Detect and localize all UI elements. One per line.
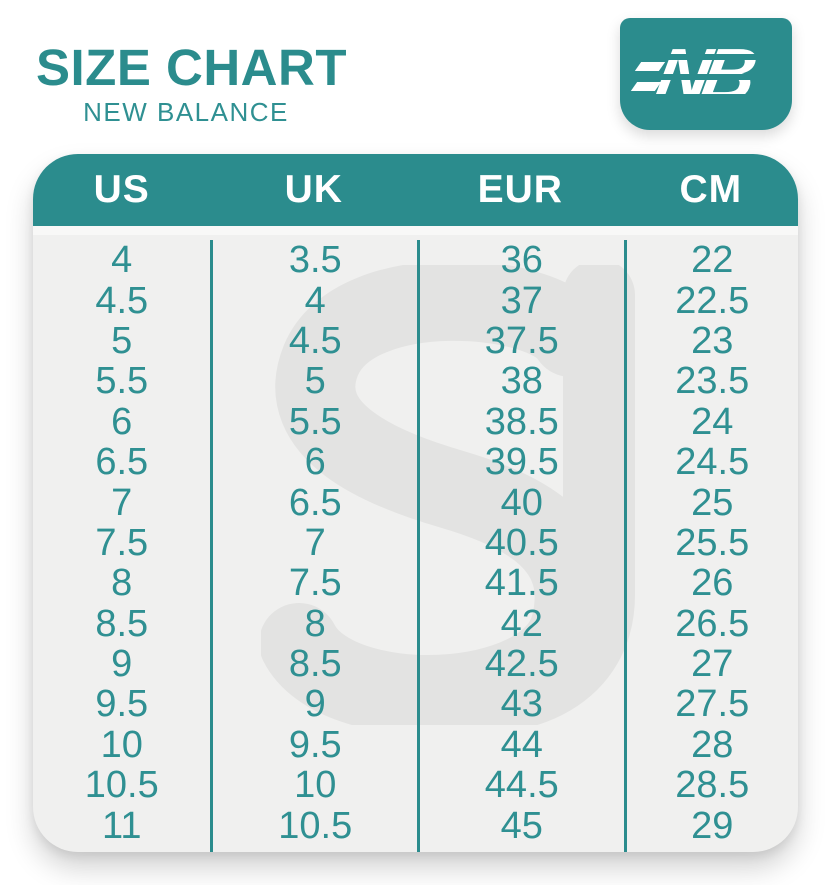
- size-cell: 25.5: [675, 521, 750, 564]
- size-cell: 42: [500, 602, 543, 645]
- size-cell: 5.5: [95, 360, 149, 403]
- size-cell: 37: [500, 279, 543, 322]
- size-cell: 9: [111, 643, 133, 686]
- size-cell: 27: [691, 643, 734, 686]
- logo-speed-stripe: [620, 74, 792, 80]
- size-cell: 45: [500, 804, 543, 847]
- new-balance-logo: NB: [620, 18, 792, 130]
- size-cell: 5.5: [288, 400, 342, 443]
- size-cell: 8: [304, 602, 326, 645]
- size-cell: 38: [500, 360, 543, 403]
- size-cell: 10.5: [84, 764, 159, 807]
- size-table-header: US UK EUR CM: [33, 154, 798, 226]
- size-cell: 6: [111, 400, 133, 443]
- size-table-body: 4 4.5 5 5.5 6 6.5 7 7.5 8 8.5 9 9.5 10 10.5 11 3.5 4 4.5 5…: [33, 235, 798, 852]
- size-cell: 4: [304, 279, 326, 322]
- size-table-card: US UK EUR CM 4 4.5 5 5.5 6 6.5 7 7.5 8 8.5 9 9.5 10 1…: [33, 154, 798, 852]
- size-cell: 26.5: [675, 602, 750, 645]
- size-cell: 24: [691, 400, 734, 443]
- size-cell: 9.5: [95, 683, 149, 726]
- size-column-us: 4 4.5 5 5.5 6 6.5 7 7.5 8 8.5 9 9.5 10 10.5 11: [33, 240, 210, 852]
- size-cell: 25: [691, 481, 734, 524]
- size-cell: 40.5: [484, 521, 559, 564]
- column-header-cm: CM: [679, 168, 743, 211]
- size-cell: 10: [100, 723, 143, 766]
- size-cell: 29: [691, 804, 734, 847]
- size-cell: 44.5: [484, 764, 559, 807]
- size-cell: 23: [691, 319, 734, 362]
- header-divider: [33, 226, 798, 235]
- size-cell: 27.5: [675, 683, 750, 726]
- size-cell: 8.5: [288, 643, 342, 686]
- size-cell: 10.5: [278, 804, 353, 847]
- size-cell: 6.5: [288, 481, 342, 524]
- size-column-uk: 3.5 4 4.5 5 5.5 6 6.5 7 7.5 8 8.5 9 9.5 10 10.5: [210, 240, 417, 852]
- size-cell: 4.5: [95, 279, 149, 322]
- size-column-cm: 22 22.5 23 23.5 24 24.5 25 25.5 26 26.5 27 27.5 28 28…: [623, 239, 798, 852]
- size-cell: 39.5: [484, 441, 559, 484]
- size-cell: 28: [691, 723, 734, 766]
- size-cell: 8.5: [95, 602, 149, 645]
- size-cell: 36: [500, 239, 543, 282]
- size-cell: 5: [111, 319, 133, 362]
- size-cell: 26: [691, 562, 734, 605]
- size-cell: 10: [294, 764, 337, 807]
- size-cell: 9: [304, 683, 326, 726]
- size-cell: 8: [111, 562, 133, 605]
- size-cell: 5: [304, 360, 326, 403]
- size-cell: 7.5: [288, 562, 342, 605]
- size-table-columns: 4 4.5 5 5.5 6 6.5 7 7.5 8 8.5 9 9.5 10 10.5 11 3.5 4 4.5 5…: [33, 240, 798, 852]
- size-cell: 6: [304, 441, 326, 484]
- size-cell: 9.5: [288, 723, 342, 766]
- size-cell: 7: [304, 521, 326, 564]
- size-cell: 28.5: [675, 764, 750, 807]
- size-cell: 42.5: [484, 643, 559, 686]
- watermark-sj-logo: [261, 265, 661, 725]
- page-title: SIZE CHART: [36, 39, 347, 96]
- size-cell: 6.5: [95, 441, 149, 484]
- size-cell: 40: [500, 481, 543, 524]
- size-cell: 44: [500, 723, 543, 766]
- size-cell: 41.5: [484, 562, 559, 605]
- title-block: SIZE CHART NEW BALANCE: [36, 39, 347, 128]
- size-cell: 23.5: [675, 360, 750, 403]
- size-cell: 3.5: [288, 239, 342, 282]
- size-cell: 24.5: [675, 441, 750, 484]
- size-cell: 11: [102, 804, 142, 847]
- size-cell: 22.5: [675, 279, 750, 322]
- page-subtitle: NEW BALANCE: [83, 97, 289, 127]
- logo-speed-stripe: [620, 94, 792, 100]
- size-cell: 22: [691, 239, 734, 282]
- logo-speed-stripe: [620, 54, 792, 60]
- size-cell: 7: [111, 481, 133, 524]
- size-cell: 7.5: [95, 521, 149, 564]
- column-header-eur: EUR: [477, 168, 563, 211]
- size-cell: 4.5: [288, 319, 342, 362]
- size-cell: 37.5: [484, 319, 559, 362]
- size-cell: 4: [111, 239, 133, 282]
- size-column-eur: 36 37 37.5 38 38.5 39.5 40 40.5 41.5 42 42.5 43 44 44…: [417, 240, 624, 852]
- size-cell: 43: [500, 683, 543, 726]
- column-header-uk: UK: [284, 168, 343, 211]
- column-header-us: US: [93, 168, 150, 211]
- size-cell: 38.5: [484, 400, 559, 443]
